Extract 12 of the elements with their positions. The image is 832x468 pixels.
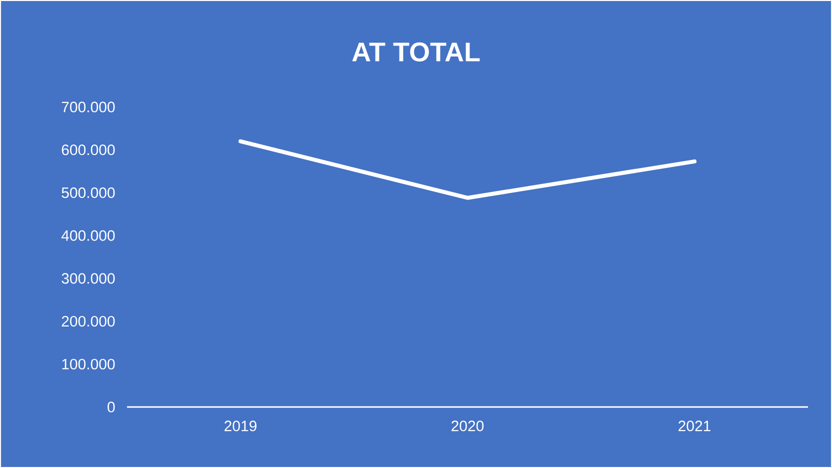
y-tick-label: 200.000 bbox=[62, 316, 115, 327]
y-tick-label: 300.000 bbox=[62, 273, 115, 284]
x-tick-label: 2020 bbox=[452, 420, 484, 432]
y-tick-label: 700.000 bbox=[62, 102, 115, 112]
y-tick-label: 100.000 bbox=[62, 358, 115, 370]
x-tick-label: 2019 bbox=[224, 420, 256, 432]
y-tick-label: 0 bbox=[108, 402, 115, 412]
y-tick-label: 600.000 bbox=[62, 144, 115, 156]
chart-title: AT TOTAL bbox=[352, 42, 480, 62]
x-tick-label: 2021 bbox=[678, 420, 710, 432]
y-tick-label: 500.000 bbox=[62, 187, 115, 198]
y-tick-label: 400.000 bbox=[61, 230, 115, 241]
